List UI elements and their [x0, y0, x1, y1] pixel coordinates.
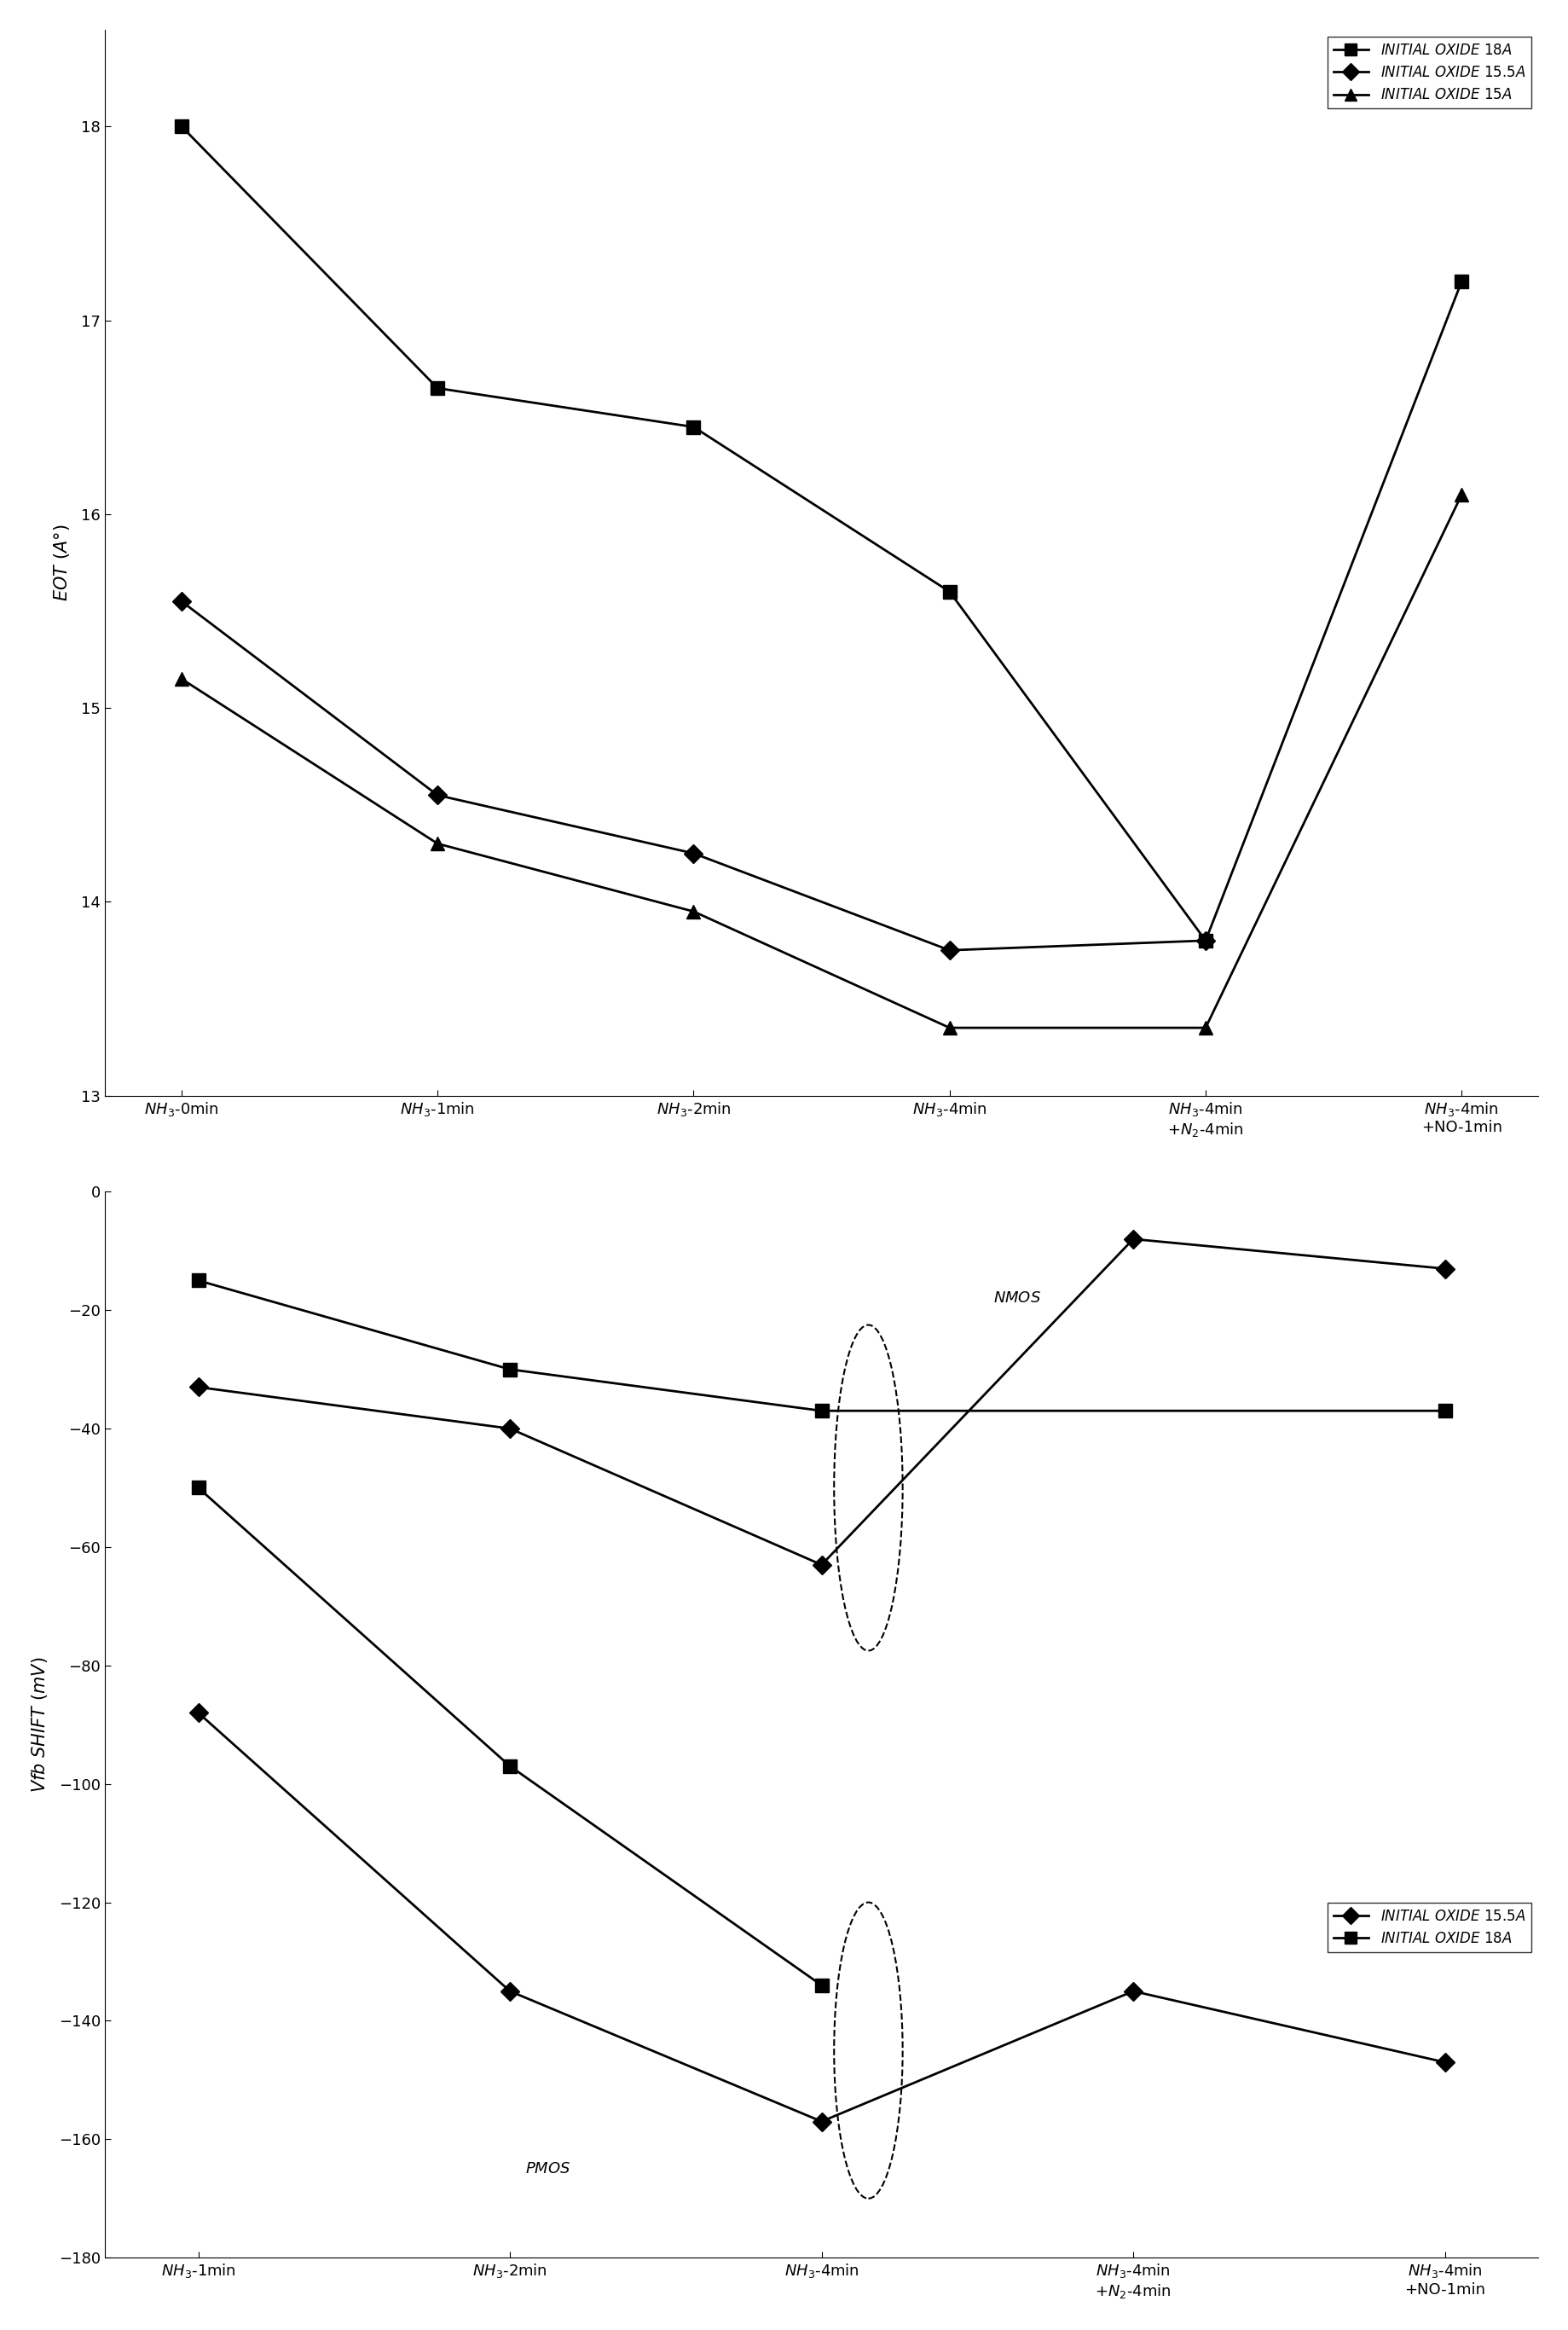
Text: $\it{NMOS}$: $\it{NMOS}$	[993, 1291, 1041, 1305]
Y-axis label: $\it{EOT\ (A°)}$: $\it{EOT\ (A°)}$	[52, 524, 72, 601]
Legend: $\it{INITIAL\ OXIDE\ 15.5A}$, $\it{INITIAL\ OXIDE\ 18A}$: $\it{INITIAL\ OXIDE\ 15.5A}$, $\it{INITI…	[1328, 1904, 1532, 1953]
Legend: $\it{INITIAL\ OXIDE\ 18A}$, $\it{INITIAL\ OXIDE\ 15.5A}$, $\it{INITIAL\ OXIDE\ 1: $\it{INITIAL\ OXIDE\ 18A}$, $\it{INITIAL…	[1328, 37, 1532, 110]
Y-axis label: $\it{Vfb\ SHIFT\ (mV)}$: $\it{Vfb\ SHIFT\ (mV)}$	[30, 1657, 49, 1792]
Text: $\it{PMOS}$: $\it{PMOS}$	[525, 2162, 571, 2176]
